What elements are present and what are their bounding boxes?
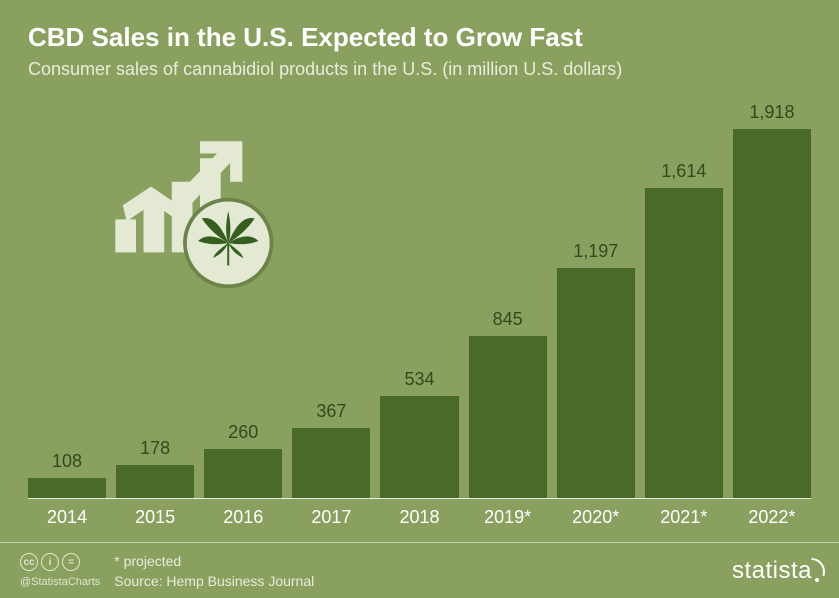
projected-note: * projected bbox=[114, 553, 314, 569]
footnote-block: * projected Source: Hemp Business Journa… bbox=[114, 553, 314, 589]
cc-icon: cc bbox=[20, 553, 38, 571]
source-text: Source: Hemp Business Journal bbox=[114, 573, 314, 589]
x-axis-line bbox=[28, 498, 811, 499]
bar-label: 2015 bbox=[135, 507, 175, 528]
bar-group: 260 2016 bbox=[204, 100, 282, 528]
bar bbox=[380, 396, 458, 499]
logo-wave-icon bbox=[815, 560, 819, 582]
bar bbox=[469, 336, 547, 499]
bar-label: 2014 bbox=[47, 507, 87, 528]
bar bbox=[116, 465, 194, 499]
bar-group: 845 2019* bbox=[469, 100, 547, 528]
bar-value: 367 bbox=[316, 401, 346, 422]
bar-group: 178 2015 bbox=[116, 100, 194, 528]
bar-group: 1,918 2022* bbox=[733, 100, 811, 528]
chart-title: CBD Sales in the U.S. Expected to Grow F… bbox=[28, 22, 811, 53]
nd-icon: = bbox=[62, 553, 80, 571]
bar-value: 1,918 bbox=[749, 102, 794, 123]
bar-group: 1,197 2020* bbox=[557, 100, 635, 528]
bar-value: 178 bbox=[140, 438, 170, 459]
bar bbox=[28, 478, 106, 499]
bar bbox=[292, 428, 370, 499]
bar-value: 108 bbox=[52, 451, 82, 472]
bar bbox=[645, 188, 723, 499]
bar-value: 534 bbox=[404, 369, 434, 390]
header: CBD Sales in the U.S. Expected to Grow F… bbox=[0, 0, 839, 80]
bar-group: 108 2014 bbox=[28, 100, 106, 528]
license-block: cc i = @StatistaCharts bbox=[20, 553, 100, 588]
by-icon: i bbox=[41, 553, 59, 571]
bar-label: 2016 bbox=[223, 507, 263, 528]
bar-chart: 108 2014 178 2015 260 2016 367 2017 534 2018 845 20… bbox=[28, 100, 811, 528]
bar-value: 260 bbox=[228, 422, 258, 443]
bar-group: 1,614 2021* bbox=[645, 100, 723, 528]
chart-subtitle: Consumer sales of cannabidiol products i… bbox=[28, 59, 811, 80]
bar-label: 2021* bbox=[660, 507, 707, 528]
bar-group: 534 2018 bbox=[380, 100, 458, 528]
bar-label: 2020* bbox=[572, 507, 619, 528]
bar bbox=[557, 268, 635, 499]
bar-label: 2022* bbox=[748, 507, 795, 528]
footer: cc i = @StatistaCharts * projected Sourc… bbox=[0, 542, 839, 598]
statista-logo: statista bbox=[732, 557, 819, 585]
bar-label: 2019* bbox=[484, 507, 531, 528]
bar-group: 367 2017 bbox=[292, 100, 370, 528]
bar-value: 1,197 bbox=[573, 241, 618, 262]
bar-value: 1,614 bbox=[661, 161, 706, 182]
bar bbox=[733, 129, 811, 499]
bar-label: 2018 bbox=[399, 507, 439, 528]
bar-label: 2017 bbox=[311, 507, 351, 528]
logo-text: statista bbox=[732, 557, 812, 585]
bar bbox=[204, 449, 282, 499]
bar-value: 845 bbox=[493, 309, 523, 330]
twitter-handle: @StatistaCharts bbox=[20, 576, 100, 588]
